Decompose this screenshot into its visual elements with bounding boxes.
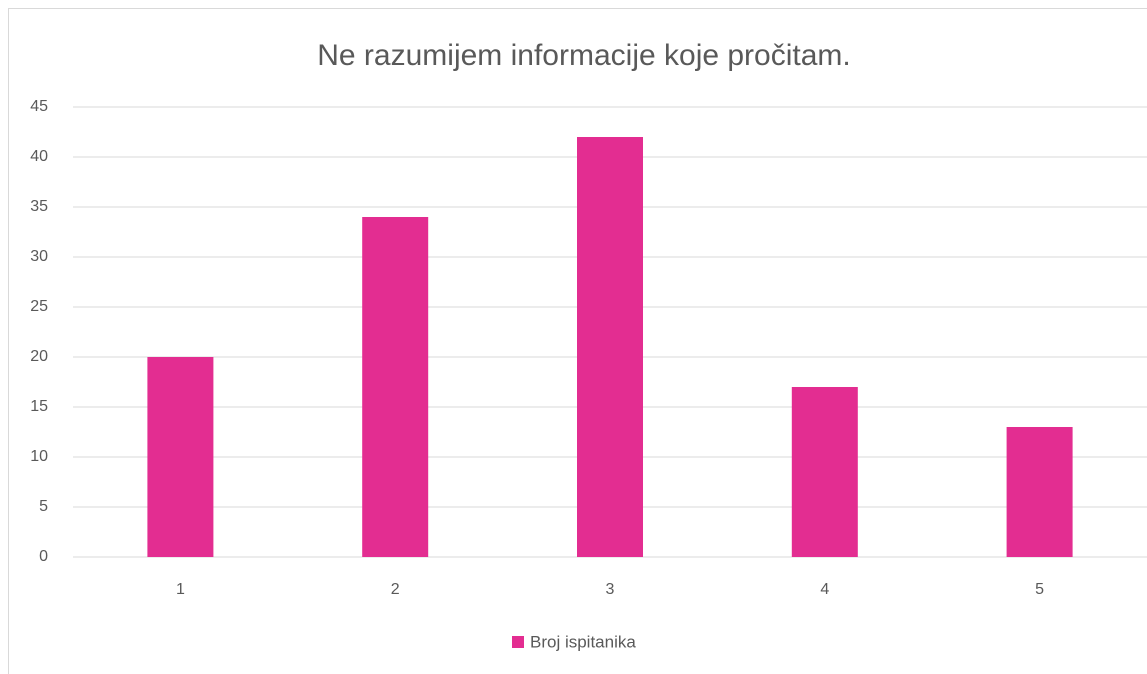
y-tick-label: 25 bbox=[30, 298, 48, 315]
chart-border bbox=[8, 8, 1147, 674]
y-tick-label: 10 bbox=[30, 448, 48, 465]
y-tick-label: 15 bbox=[30, 398, 48, 415]
bar bbox=[577, 137, 643, 557]
y-tick-label: 45 bbox=[30, 98, 48, 115]
x-tick-label: 4 bbox=[820, 581, 829, 598]
bar bbox=[791, 387, 858, 557]
x-tick-label: 1 bbox=[176, 581, 185, 598]
y-tick-label: 0 bbox=[39, 548, 48, 565]
legend-swatch bbox=[512, 636, 524, 648]
y-tick-label: 35 bbox=[30, 198, 48, 215]
x-tick-label: 3 bbox=[606, 581, 615, 598]
bar bbox=[362, 217, 429, 557]
bar bbox=[1006, 427, 1073, 557]
legend-label: Broj ispitanika bbox=[530, 632, 636, 651]
y-tick-label: 40 bbox=[30, 148, 48, 165]
chart-title: Ne razumijem informacije koje pročitam. bbox=[317, 39, 851, 72]
x-tick-label: 2 bbox=[391, 581, 400, 598]
bar bbox=[147, 357, 214, 557]
x-tick-label: 5 bbox=[1035, 581, 1044, 598]
y-tick-label: 30 bbox=[30, 248, 48, 265]
y-tick-label: 5 bbox=[39, 498, 48, 515]
y-tick-label: 20 bbox=[30, 348, 48, 365]
